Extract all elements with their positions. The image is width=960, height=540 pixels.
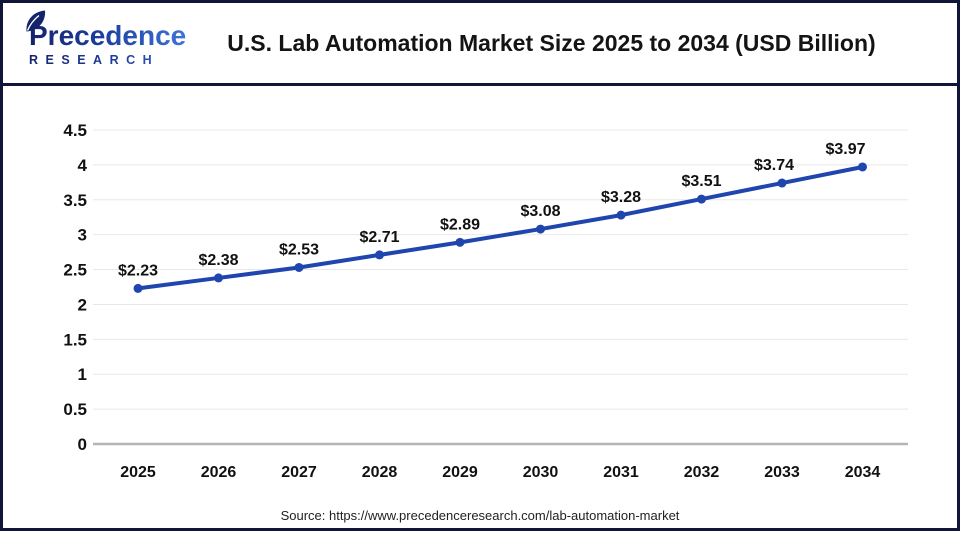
series-line (136, 164, 865, 291)
data-point-label: $3.08 (520, 203, 560, 220)
logo-brand-text: Precedence (29, 19, 187, 51)
x-tick-label: 2030 (523, 464, 559, 481)
x-tick-label: 2033 (764, 464, 800, 481)
leaf-icon (26, 10, 46, 31)
header-bar: Precedence RESEARCH U.S. Lab Automation … (3, 3, 957, 86)
data-point-label: $3.28 (601, 189, 641, 206)
logo-sub-text: RESEARCH (29, 53, 221, 67)
data-point (375, 250, 384, 260)
data-point (214, 273, 223, 283)
data-point (536, 224, 545, 234)
data-point-label: $3.51 (681, 173, 721, 190)
data-point-label: $2.71 (359, 229, 399, 246)
data-point (777, 178, 787, 188)
y-tick-label: 1 (78, 365, 87, 384)
data-point (294, 262, 304, 272)
y-tick-label: 2.5 (63, 261, 87, 280)
x-tick-label: 2026 (201, 464, 237, 481)
data-point (455, 237, 465, 247)
data-point-label: $2.89 (440, 216, 480, 233)
line-chart-canvas: 4.5 4 3.5 3 2.5 2 1.5 1 0.5 0 $2.23 2025 $2.38 2026 $2… (63, 121, 908, 481)
data-point (697, 194, 706, 204)
x-tick-label: 2031 (603, 464, 639, 481)
x-tick-label: 2032 (684, 464, 720, 481)
data-point-label: $3.74 (754, 157, 794, 174)
x-tick-label: 2025 (120, 464, 156, 481)
y-tick-label: 3.5 (63, 191, 87, 210)
data-point-label: $2.38 (198, 252, 238, 269)
precedence-research-logo: Precedence RESEARCH (3, 10, 221, 67)
data-point-label: $3.97 (825, 141, 865, 158)
data-point-label: $2.53 (279, 241, 319, 258)
chart-title: U.S. Lab Automation Market Size 2025 to … (227, 29, 876, 56)
y-tick-label: 4 (78, 156, 88, 175)
y-tick-label: 4.5 (63, 121, 87, 140)
data-point (616, 210, 626, 220)
x-tick-label: 2034 (845, 464, 881, 481)
data-point (133, 283, 143, 293)
data-point-label: $2.23 (118, 262, 158, 279)
x-tick-label: 2028 (362, 464, 398, 481)
x-tick-label: 2027 (281, 464, 317, 481)
source-attribution: Source: https://www.precedenceresearch.c… (280, 508, 680, 523)
y-tick-label: 3 (78, 226, 87, 245)
x-tick-label: 2029 (442, 464, 478, 481)
y-tick-label: 2 (78, 295, 87, 314)
y-tick-label: 1.5 (63, 330, 87, 349)
y-tick-label: 0 (78, 435, 87, 454)
data-point (858, 162, 867, 172)
y-tick-label: 0.5 (63, 400, 87, 419)
